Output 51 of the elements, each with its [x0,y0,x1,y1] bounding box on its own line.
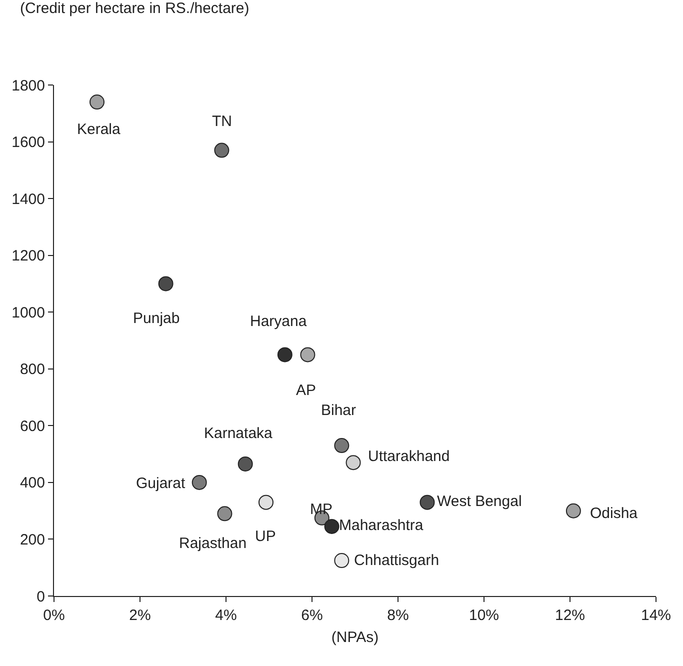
x-tick-label: 4% [215,607,237,624]
annotation: AP [296,382,316,399]
point [566,503,581,518]
x-tick-label: 12% [554,607,586,624]
point [158,276,174,292]
x-tick-label: 10% [468,607,500,624]
annotation: Punjab [133,310,180,327]
point [258,494,274,510]
point [346,455,361,470]
y-tick-label: 1000 [12,304,45,322]
point [300,347,316,362]
point [334,553,350,568]
annotation: Haryana [250,313,308,330]
annotation: Maharashtra [339,517,424,534]
point [217,506,232,522]
annotation: Uttarakhand [368,448,450,465]
point [214,142,230,158]
point [90,94,104,110]
y-tick-label: 1400 [12,190,45,208]
annotation: Chhattisgarh [354,552,440,569]
point [277,347,292,362]
annotation: Bihar [321,402,356,419]
x-tick-label: 6% [301,607,323,624]
y-tick-label: 0 [36,588,45,606]
point [192,474,207,490]
annotation: Kerala [77,121,122,138]
y-tick-label: 1800 [12,77,45,94]
y-axis-title: (Credit per hectare in RS./hectare) [20,0,250,17]
y-tick-label: 1600 [12,134,45,152]
x-tick-label: 8% [387,607,409,624]
point [324,518,340,534]
x-tick-label: 0% [43,607,65,624]
annotation: Karnataka [204,425,274,442]
y-tick-label: 200 [20,531,45,548]
annotation: TN [212,113,232,130]
x-axis-title: (NPAs) [331,629,379,646]
annotation: Rajasthan [179,535,247,552]
point [420,494,435,510]
y-tick-label: 1200 [12,248,45,265]
annotation: West Bengal [437,493,522,510]
y-tick-label: 400 [20,474,45,492]
x-tick-label: 2% [129,607,151,624]
annotation: UP [255,528,276,545]
y-tick-label: 600 [20,418,45,435]
annotation: Odisha [590,505,638,522]
annotation: Gujarat [136,475,186,492]
y-tick-label: 800 [20,361,45,378]
point [334,438,350,454]
point [238,456,253,472]
x-tick-label: 14% [640,607,672,624]
annotation: MP [310,501,332,518]
